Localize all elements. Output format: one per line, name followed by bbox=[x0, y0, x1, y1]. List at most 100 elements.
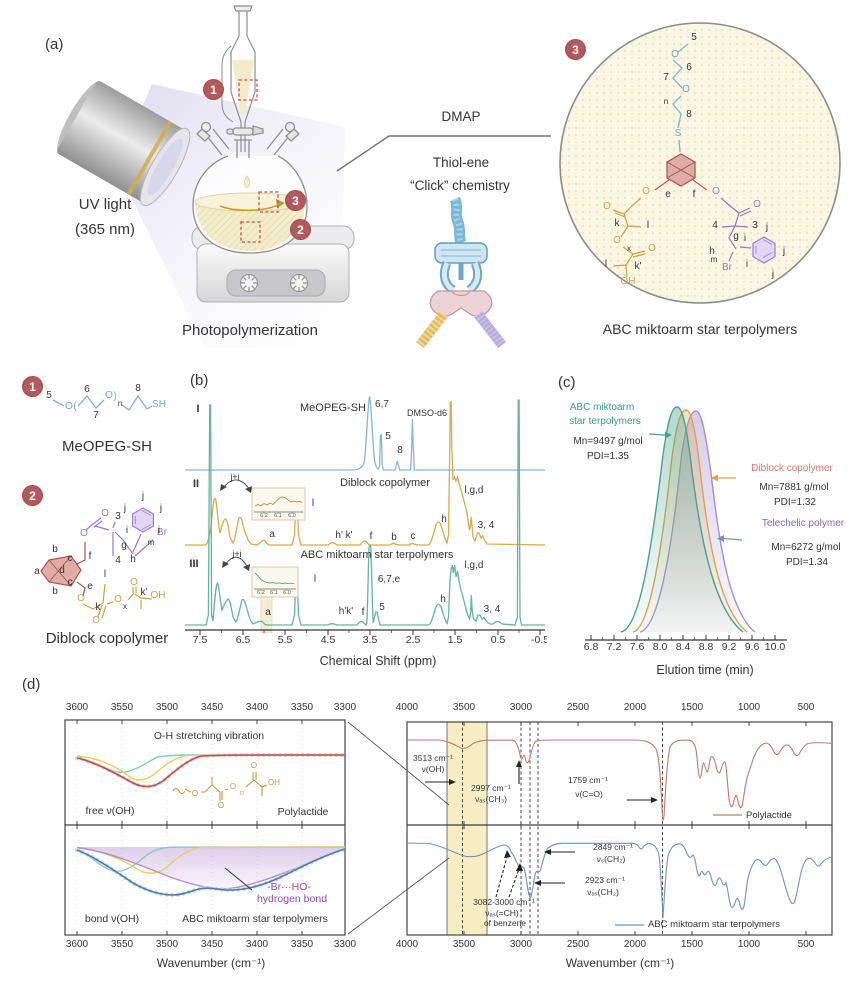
star-terpolymer-structure bbox=[612, 43, 776, 278]
annotation-label: 3350 bbox=[291, 939, 314, 950]
annotation-label: 6.2 bbox=[260, 513, 268, 519]
annotation-label: h bbox=[709, 246, 715, 257]
annotation-label: b bbox=[391, 532, 397, 543]
annotation-label: Wavenumber (cm⁻¹) bbox=[566, 956, 675, 970]
annotation-label: d bbox=[59, 565, 65, 576]
annotation-label: j bbox=[159, 503, 162, 514]
annotation-label: 7.5 bbox=[193, 634, 208, 646]
ji-arrows bbox=[220, 479, 252, 571]
annotation-label: g bbox=[733, 231, 739, 242]
annotation-label: i bbox=[746, 259, 748, 270]
stir-arrow bbox=[219, 203, 281, 211]
sample-marker-1 bbox=[238, 79, 258, 101]
annotation-label: j bbox=[123, 503, 126, 514]
step-badge-1: 1 bbox=[203, 79, 224, 100]
addition-funnel bbox=[221, 5, 264, 152]
annotation-label: e bbox=[665, 189, 671, 200]
flask-liquid bbox=[195, 202, 305, 251]
annotation-label: l bbox=[104, 569, 106, 580]
annotation-label: ABC miktoarm star terpolymers bbox=[182, 913, 328, 925]
annotation-label: k' bbox=[141, 587, 148, 598]
structure-badge-2: 2 bbox=[22, 485, 43, 506]
annotation-label: n bbox=[240, 790, 244, 797]
annotation-label: 7 bbox=[93, 410, 99, 421]
annotation-label: l bbox=[314, 574, 316, 585]
annotation-label: O bbox=[613, 235, 621, 246]
annotation-label: 5 bbox=[691, 32, 697, 43]
annotation-label: 3600 bbox=[66, 702, 89, 713]
annotation-label: 2923 cm⁻¹ bbox=[585, 875, 625, 885]
annotation-label: c bbox=[411, 531, 416, 542]
annotation-label: 4.5 bbox=[321, 634, 336, 646]
structure-badge-1: 1 bbox=[22, 376, 43, 397]
annotation-label: l bbox=[312, 498, 314, 509]
nmr-inset-diblock bbox=[251, 487, 306, 521]
product-caption: ABC miktoarm star terpolymers bbox=[602, 321, 798, 337]
annotation-label: 9.6 bbox=[745, 641, 760, 653]
annotation-label: OH bbox=[268, 778, 280, 787]
annotation-label: 1759 cm⁻¹ bbox=[568, 775, 608, 785]
panel-a-label: (a) bbox=[45, 36, 64, 53]
annotation-label: n bbox=[118, 399, 122, 408]
annotation-label: II bbox=[193, 478, 199, 490]
annotation-label: O bbox=[642, 186, 650, 197]
annotation-label: 5.5 bbox=[278, 634, 293, 646]
annotation-label: O bbox=[648, 243, 656, 254]
annotation-label: j bbox=[765, 222, 768, 233]
annotation-label: O bbox=[92, 615, 100, 626]
annotation-label: Telechelic polymer bbox=[762, 518, 845, 529]
annotation-label: 3400 bbox=[246, 702, 269, 713]
annotation-label: ABC miktoarm star terpolymers bbox=[301, 549, 454, 561]
annotation-label: νₐₛ(CH₂) bbox=[587, 887, 619, 897]
zoom-connector-lines bbox=[347, 721, 450, 935]
annotation-label: Mn=9497 g/mol bbox=[573, 436, 642, 447]
annotation-label: 7.6 bbox=[630, 641, 645, 653]
product-circle bbox=[559, 22, 841, 304]
annotation-label: l bbox=[605, 259, 607, 270]
annotation-label: 8 bbox=[135, 383, 141, 394]
annotation-label: b bbox=[52, 544, 58, 555]
annotation-label: 3350 bbox=[291, 702, 314, 713]
annotation-label: 4000 bbox=[396, 939, 419, 950]
annotation-label: 3600 bbox=[66, 939, 89, 950]
annotation-label: l bbox=[647, 220, 649, 231]
annotation-label: 3500 bbox=[156, 702, 179, 713]
annotation-label: III bbox=[189, 558, 198, 570]
nmr-trace-star bbox=[185, 399, 545, 627]
annotation-label: ABC miktoarm bbox=[570, 402, 634, 413]
annotation-label: 4 bbox=[115, 555, 121, 566]
gpc-callout-arrows bbox=[648, 431, 743, 542]
annotation-label: S bbox=[675, 128, 682, 139]
annotation-label: 6 bbox=[686, 62, 692, 73]
diblock-caption: Diblock copolymer bbox=[45, 630, 169, 647]
annotation-label: 3513 cm⁻¹ bbox=[413, 753, 453, 763]
annotation-label: c bbox=[68, 577, 73, 588]
annotation-label: ν(OH) bbox=[422, 764, 445, 774]
annotation-label: n bbox=[664, 97, 668, 106]
annotation-label: of benzene bbox=[484, 918, 526, 928]
annotation-label: O bbox=[671, 49, 679, 60]
annotation-label: 6.1 bbox=[274, 513, 282, 519]
annotation-label: m bbox=[148, 538, 155, 547]
annotation-label: free ν(OH) bbox=[85, 805, 134, 817]
liquid-drop bbox=[243, 175, 251, 189]
annotation-label: 8.4 bbox=[676, 641, 691, 653]
annotation-label: νₐₛ(=CH) bbox=[485, 908, 519, 918]
annotation-label: ν(C=O) bbox=[575, 789, 603, 799]
annotation-label: Br bbox=[722, 262, 733, 273]
annotation-label: Elution time (min) bbox=[656, 663, 753, 677]
annotation-label: 3450 bbox=[201, 702, 224, 713]
annotation-label: l,g,d bbox=[465, 485, 484, 496]
annotation-label: 3082-3000 cm⁻¹ bbox=[473, 897, 535, 907]
uv-light-label: UV light bbox=[78, 196, 132, 213]
annotation-label: O bbox=[80, 528, 88, 539]
annotation-label: 3 bbox=[115, 511, 121, 522]
funnel-liquid bbox=[232, 60, 254, 114]
annotation-label: 8 bbox=[686, 109, 692, 120]
annotation-label: PDI=1.34 bbox=[786, 557, 828, 568]
annotation-label: O bbox=[712, 186, 720, 197]
annotation-label: 1.5 bbox=[448, 634, 463, 646]
